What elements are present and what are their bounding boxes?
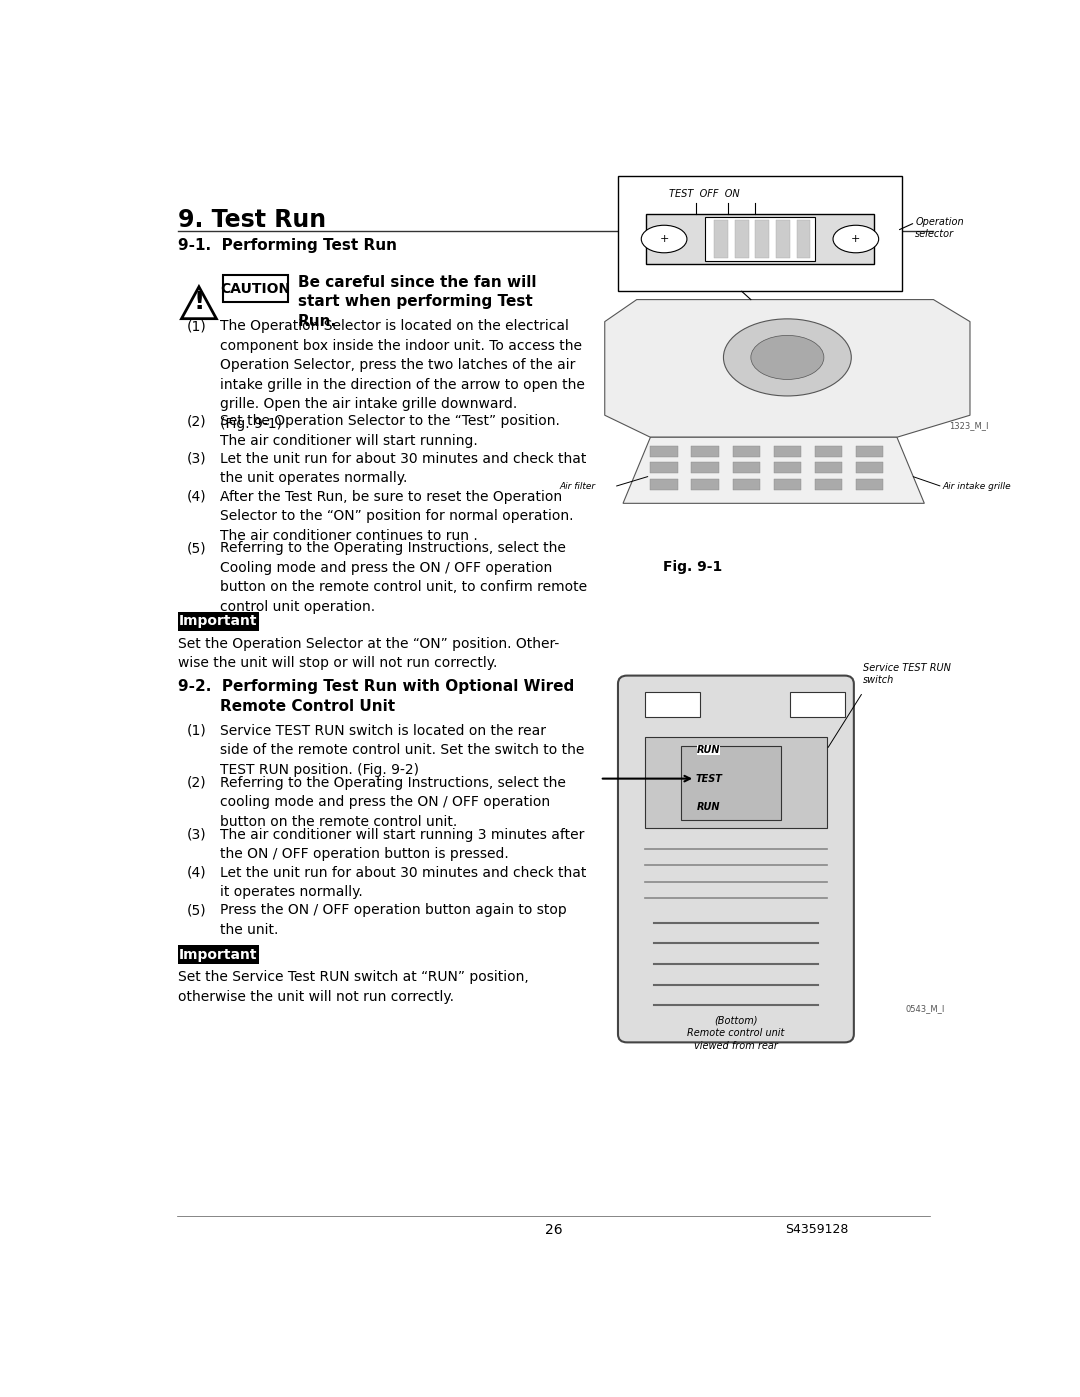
Text: RUN: RUN [697, 745, 720, 754]
Text: Service TEST RUN switch is located on the rear
side of the remote control unit. : Service TEST RUN switch is located on th… [220, 724, 584, 777]
FancyBboxPatch shape [618, 676, 854, 1042]
Text: 9-2.  Performing Test Run with Optional Wired
        Remote Control Unit: 9-2. Performing Test Run with Optional W… [177, 679, 573, 714]
Text: 1323_M_I: 1323_M_I [948, 420, 988, 430]
Text: Important: Important [179, 947, 257, 961]
FancyBboxPatch shape [814, 462, 842, 474]
FancyBboxPatch shape [855, 479, 883, 489]
FancyBboxPatch shape [755, 219, 769, 258]
Text: !: ! [193, 291, 204, 314]
FancyBboxPatch shape [705, 217, 814, 261]
Text: After the Test Run, be sure to reset the Operation
Selector to the “ON” position: After the Test Run, be sure to reset the… [220, 489, 573, 542]
FancyBboxPatch shape [650, 462, 678, 474]
Text: Air intake grille: Air intake grille [943, 482, 1011, 492]
FancyBboxPatch shape [681, 746, 781, 820]
Circle shape [751, 335, 824, 380]
Text: The air conditioner will start running 3 minutes after
the ON / OFF operation bu: The air conditioner will start running 3… [220, 828, 584, 862]
Text: 9-1.  Performing Test Run: 9-1. Performing Test Run [177, 239, 396, 253]
Polygon shape [623, 437, 924, 503]
Text: (1): (1) [187, 320, 206, 334]
Text: Important: Important [179, 615, 257, 629]
Text: Referring to the Operating Instructions, select the
cooling mode and press the O: Referring to the Operating Instructions,… [220, 775, 566, 828]
FancyBboxPatch shape [646, 214, 874, 264]
Circle shape [833, 225, 879, 253]
FancyBboxPatch shape [732, 479, 760, 489]
FancyBboxPatch shape [619, 176, 902, 292]
FancyBboxPatch shape [732, 446, 760, 457]
Text: (1): (1) [187, 724, 206, 738]
FancyBboxPatch shape [855, 446, 883, 457]
Text: Set the Service Test RUN switch at “RUN” position,
otherwise the unit will not r: Set the Service Test RUN switch at “RUN”… [177, 971, 528, 1004]
FancyBboxPatch shape [177, 612, 259, 631]
Text: CAUTION: CAUTION [220, 282, 291, 296]
FancyBboxPatch shape [732, 462, 760, 474]
Text: (5): (5) [187, 904, 206, 918]
Circle shape [642, 225, 687, 253]
FancyBboxPatch shape [734, 219, 748, 258]
Text: S4359128: S4359128 [785, 1224, 849, 1236]
FancyBboxPatch shape [797, 219, 810, 258]
Text: Fig. 9-2: Fig. 9-2 [656, 904, 715, 919]
FancyBboxPatch shape [775, 219, 789, 258]
Text: (5): (5) [187, 542, 206, 556]
Text: 26: 26 [544, 1224, 563, 1238]
Text: Operation
selector: Operation selector [915, 217, 963, 239]
FancyBboxPatch shape [773, 462, 801, 474]
Text: (4): (4) [187, 866, 206, 880]
Text: Fig. 9-1: Fig. 9-1 [663, 560, 723, 574]
FancyBboxPatch shape [791, 692, 845, 717]
Text: (3): (3) [187, 828, 206, 842]
Text: TEST: TEST [696, 774, 723, 784]
FancyBboxPatch shape [814, 446, 842, 457]
FancyBboxPatch shape [645, 692, 700, 717]
Text: RUN: RUN [697, 802, 720, 813]
FancyBboxPatch shape [645, 738, 826, 828]
Text: Air filter: Air filter [559, 482, 596, 492]
Text: Press the ON / OFF operation button again to stop
the unit.: Press the ON / OFF operation button agai… [220, 904, 567, 937]
Text: Service TEST RUN
switch: Service TEST RUN switch [863, 664, 950, 685]
Text: 9. Test Run: 9. Test Run [177, 208, 326, 232]
Text: Be careful since the fan will
start when performing Test
Run.: Be careful since the fan will start when… [298, 275, 537, 330]
Text: (2): (2) [187, 775, 206, 789]
Text: The Operation Selector is located on the electrical
component box inside the ind: The Operation Selector is located on the… [220, 320, 585, 430]
Text: (2): (2) [187, 414, 206, 427]
Text: Set the Operation Selector to the “Test” position.
The air conditioner will star: Set the Operation Selector to the “Test”… [220, 414, 561, 447]
FancyBboxPatch shape [222, 275, 288, 302]
FancyBboxPatch shape [650, 446, 678, 457]
FancyBboxPatch shape [773, 479, 801, 489]
FancyBboxPatch shape [855, 462, 883, 474]
FancyBboxPatch shape [650, 479, 678, 489]
Text: Referring to the Operating Instructions, select the
Cooling mode and press the O: Referring to the Operating Instructions,… [220, 542, 588, 613]
FancyBboxPatch shape [691, 479, 719, 489]
Text: Let the unit run for about 30 minutes and check that
it operates normally.: Let the unit run for about 30 minutes an… [220, 866, 586, 900]
Text: TEST  OFF  ON: TEST OFF ON [669, 190, 740, 200]
Text: Set the Operation Selector at the “ON” position. Other-
wise the unit will stop : Set the Operation Selector at the “ON” p… [177, 637, 558, 671]
Text: Let the unit run for about 30 minutes and check that
the unit operates normally.: Let the unit run for about 30 minutes an… [220, 451, 586, 485]
Text: +: + [851, 235, 861, 244]
Polygon shape [605, 299, 970, 437]
Text: (Bottom)
Remote control unit
viewed from rear: (Bottom) Remote control unit viewed from… [687, 1016, 784, 1051]
Circle shape [724, 319, 851, 395]
FancyBboxPatch shape [691, 462, 719, 474]
FancyBboxPatch shape [691, 446, 719, 457]
FancyBboxPatch shape [714, 219, 728, 258]
FancyBboxPatch shape [773, 446, 801, 457]
FancyBboxPatch shape [177, 944, 259, 964]
FancyBboxPatch shape [814, 479, 842, 489]
Text: (4): (4) [187, 489, 206, 503]
Text: (3): (3) [187, 451, 206, 465]
Text: +: + [660, 235, 669, 244]
Text: 0543_M_I: 0543_M_I [905, 1004, 945, 1014]
